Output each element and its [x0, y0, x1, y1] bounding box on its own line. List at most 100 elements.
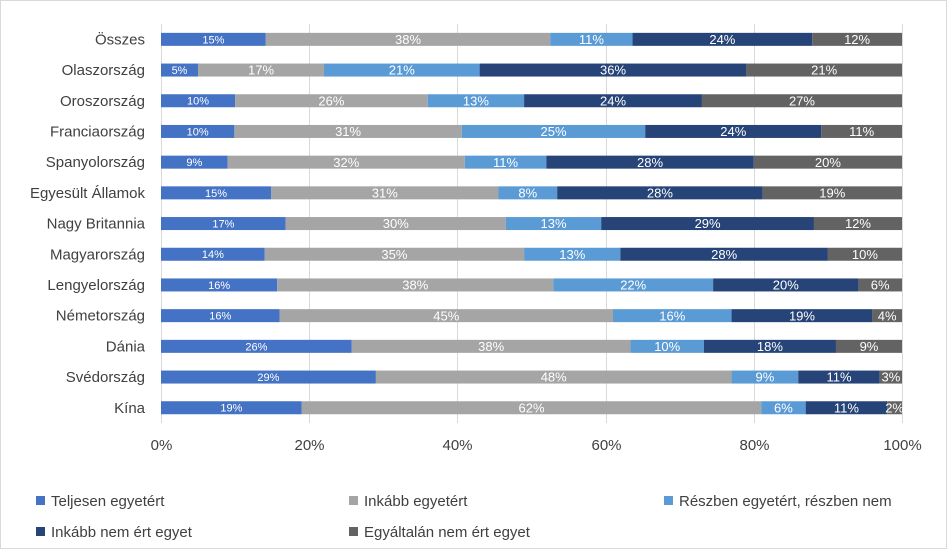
- data-label: 38%: [478, 339, 504, 354]
- legend-label: Inkább egyetért: [364, 493, 468, 510]
- bar-segment: [812, 32, 902, 46]
- bar-segment: [524, 247, 621, 261]
- data-label: 13%: [463, 93, 489, 108]
- bar-segment: [813, 217, 902, 231]
- bar-segment: [703, 339, 836, 353]
- bar-segment: [161, 370, 376, 384]
- data-label: 19%: [819, 186, 845, 201]
- bar-segment: [731, 309, 873, 323]
- bar-marks: [161, 32, 902, 415]
- category-label: Svédország: [66, 369, 145, 386]
- category-label: Németország: [56, 308, 145, 325]
- data-label: 24%: [600, 93, 626, 108]
- category-label: Kína: [114, 400, 146, 417]
- data-label: 45%: [433, 308, 459, 323]
- data-label: 4%: [878, 308, 897, 323]
- data-label: 62%: [518, 400, 544, 415]
- x-tick-labels: 0% 20% 40% 60% 80% 100%: [151, 437, 922, 454]
- data-label: 5%: [172, 65, 188, 77]
- bar-segment: [161, 63, 199, 77]
- data-label: 19%: [789, 308, 815, 323]
- data-label: 21%: [811, 63, 837, 78]
- category-label: Összes: [95, 30, 145, 48]
- data-label: 9%: [756, 370, 775, 385]
- data-label: 9%: [860, 339, 879, 354]
- data-label: 18%: [757, 339, 783, 354]
- x-tick-label: 80%: [739, 437, 769, 454]
- bar-segment: [805, 401, 888, 415]
- data-label: 15%: [205, 188, 227, 200]
- bar-segment: [161, 339, 352, 353]
- bar-segment: [546, 155, 754, 169]
- bar-segment: [645, 124, 822, 138]
- data-label: 30%: [383, 216, 409, 231]
- data-label: 13%: [540, 216, 566, 231]
- data-label: 15%: [202, 34, 224, 46]
- bar-segment: [713, 278, 859, 292]
- legend-swatch: [664, 496, 673, 505]
- data-label: 20%: [815, 155, 841, 170]
- data-label: 16%: [208, 280, 230, 292]
- x-tick-label: 60%: [591, 437, 621, 454]
- bar-segment: [161, 309, 280, 323]
- bar-segment: [277, 278, 554, 292]
- data-label: 25%: [540, 124, 566, 139]
- bar-segment: [161, 401, 302, 415]
- bar-segment: [827, 247, 902, 261]
- data-label: 2%: [885, 400, 904, 415]
- bar-segment: [198, 63, 325, 77]
- data-label: 28%: [637, 155, 663, 170]
- legend: Teljesen egyetért Inkább egyetért Részben …: [36, 493, 892, 541]
- bar-segment: [375, 370, 732, 384]
- data-label: 10%: [654, 339, 680, 354]
- data-label: 27%: [789, 93, 815, 108]
- x-tick-label: 40%: [442, 437, 472, 454]
- data-label: 35%: [381, 247, 407, 262]
- bar-segment: [271, 186, 499, 200]
- data-label: 28%: [647, 186, 673, 201]
- data-label: 6%: [871, 278, 890, 293]
- bar-segment: [701, 94, 902, 108]
- data-label: 38%: [402, 278, 428, 293]
- bar-segment: [632, 32, 813, 46]
- data-label: 10%: [852, 247, 878, 262]
- legend-label: Részben egyetért, részben nem: [679, 493, 892, 510]
- bar-segment: [161, 124, 235, 138]
- bar-segment: [279, 309, 614, 323]
- data-label: 11%: [849, 124, 874, 139]
- bar-segment: [427, 94, 525, 108]
- data-label: 11%: [493, 155, 518, 170]
- data-label: 28%: [711, 247, 737, 262]
- legend-label: Teljesen egyetért: [51, 493, 165, 510]
- data-label: 36%: [600, 63, 626, 78]
- bar-segment: [798, 370, 880, 384]
- bar-segment: [821, 124, 902, 138]
- bar-segment: [161, 247, 265, 261]
- category-label: Franciaország: [50, 123, 145, 140]
- data-label: 9%: [186, 157, 202, 169]
- bar-segment: [161, 278, 278, 292]
- legend-label: Inkább nem ért egyet: [51, 524, 193, 541]
- category-label: Egyesült Államok: [30, 185, 146, 202]
- data-label: 17%: [248, 63, 274, 78]
- legend-label: Egyáltalán nem ért egyet: [364, 524, 531, 541]
- category-label: Lengyelország: [47, 277, 145, 294]
- data-label: 24%: [720, 124, 746, 139]
- data-label: 10%: [187, 126, 209, 138]
- bar-segment: [461, 124, 646, 138]
- data-label: 11%: [826, 370, 851, 385]
- data-label: 12%: [844, 32, 870, 47]
- data-label: 12%: [845, 216, 871, 231]
- data-label: 16%: [209, 311, 231, 323]
- bar-segment: [301, 401, 762, 415]
- legend-swatch: [349, 496, 358, 505]
- bar-segment: [498, 186, 558, 200]
- x-tick-label: 20%: [294, 437, 324, 454]
- bar-segment: [235, 94, 428, 108]
- data-label: 48%: [541, 370, 567, 385]
- data-label: 3%: [881, 370, 900, 385]
- bar-segment: [524, 94, 702, 108]
- data-label: 13%: [559, 247, 585, 262]
- bar-segment: [351, 339, 631, 353]
